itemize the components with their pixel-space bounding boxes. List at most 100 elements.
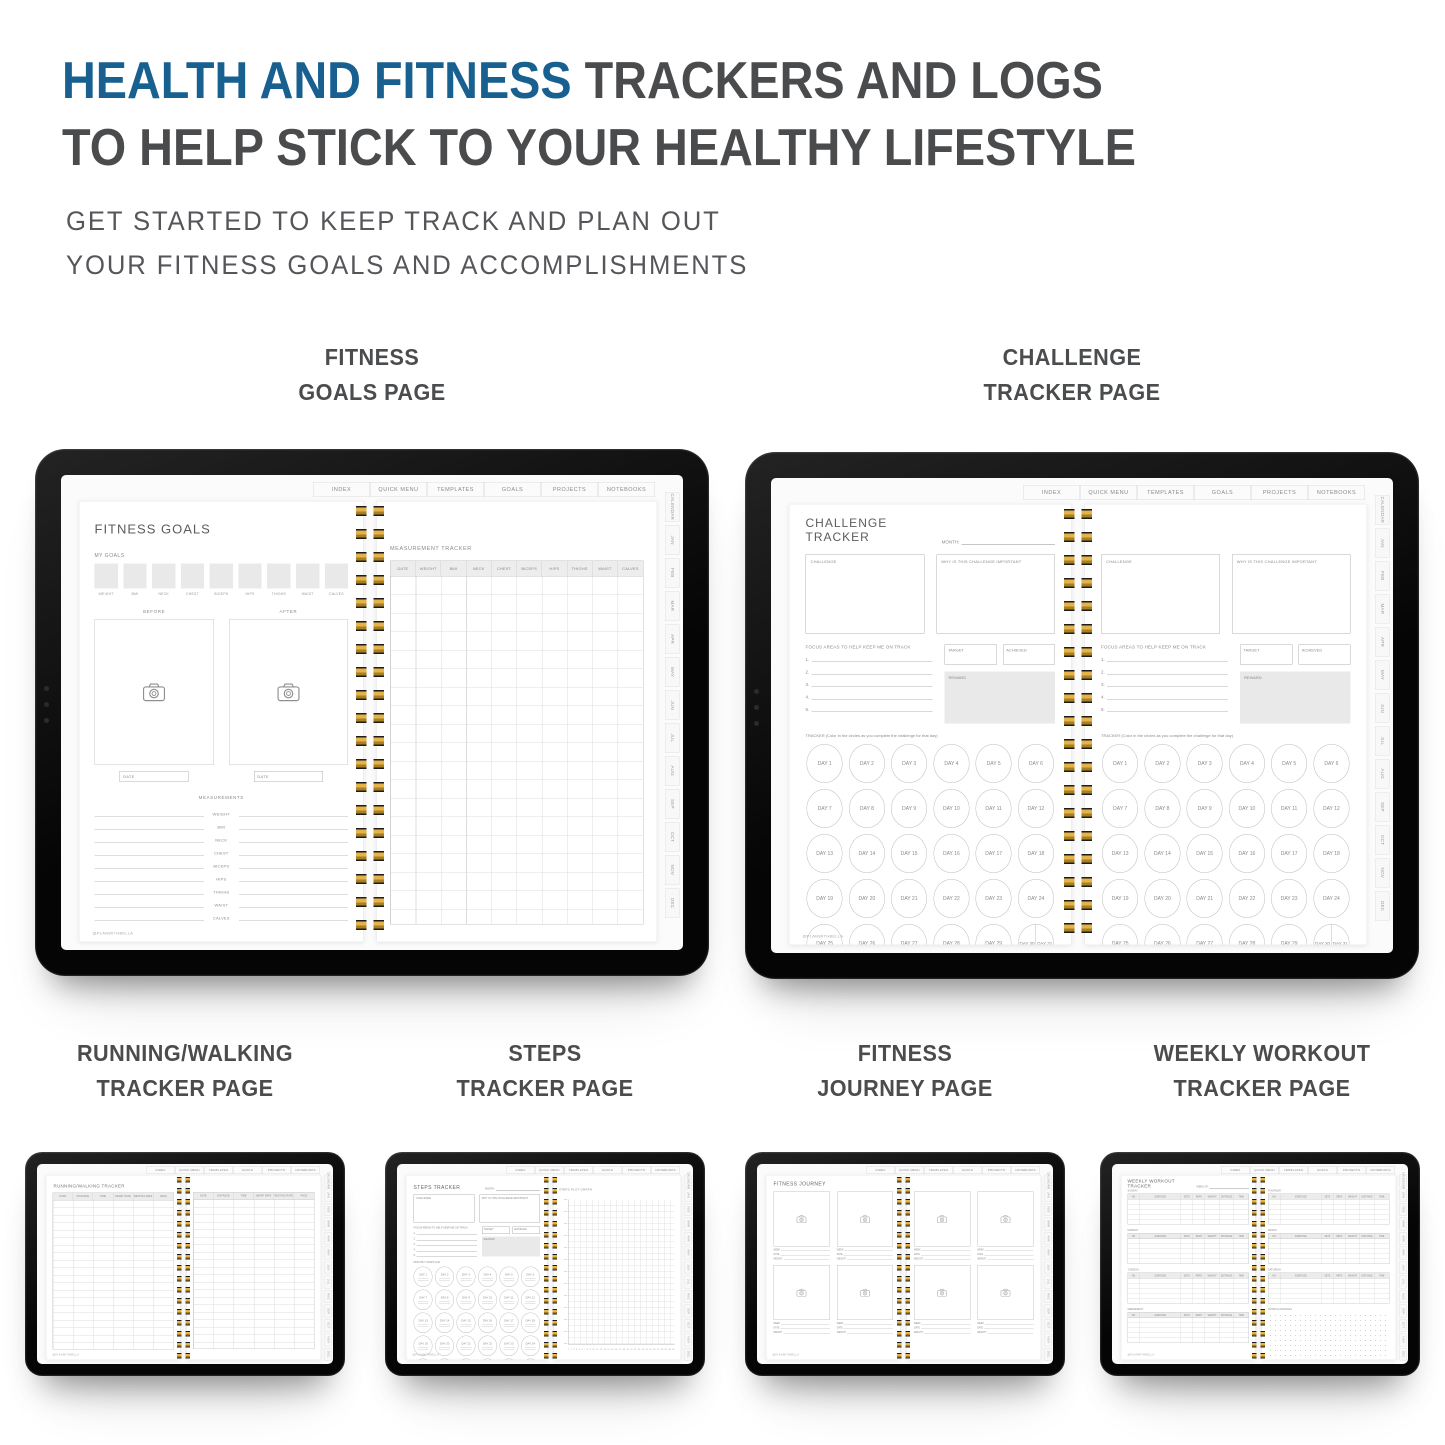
planner-month-tab[interactable]: AUG <box>684 1290 692 1303</box>
planner-month-tab[interactable]: NOV <box>324 1333 332 1347</box>
day-circle[interactable]: DAY 8 <box>848 789 885 828</box>
planner-month-tab[interactable]: MAY <box>1375 660 1390 690</box>
workout-row[interactable] <box>1128 1258 1249 1264</box>
day-circle[interactable]: DAY 27 <box>1186 924 1223 945</box>
journey-photo-cell[interactable]: WEEK DATE WEIGHT <box>914 1191 971 1260</box>
planner-nav-tab[interactable]: INDEX <box>1023 485 1080 500</box>
planner-nav-tab[interactable]: QUICK MENU <box>175 1166 204 1174</box>
planner-nav-tab[interactable]: INDEX <box>866 1166 895 1174</box>
photo-field-line[interactable]: WEIGHT <box>977 1331 1034 1334</box>
reward-field[interactable]: REWARD <box>482 1236 540 1257</box>
goal-box-field[interactable] <box>295 563 320 589</box>
workout-row[interactable] <box>1269 1239 1390 1244</box>
day-circle[interactable]: DAY 17 <box>975 834 1012 873</box>
journey-photo-cell[interactable]: WEEK DATE WEIGHT <box>977 1265 1034 1334</box>
planner-month-tab[interactable]: MAR <box>665 591 680 621</box>
planner-month-tab[interactable]: DEC <box>324 1348 332 1361</box>
month-field[interactable]: MONTH: <box>942 538 1055 545</box>
day-circle[interactable]: DAY 18 <box>1313 834 1350 873</box>
planner-month-tab[interactable]: JUL <box>1399 1275 1407 1289</box>
workout-row[interactable] <box>1128 1293 1249 1298</box>
workout-row[interactable] <box>1128 1209 1249 1214</box>
workout-row[interactable] <box>1128 1199 1249 1204</box>
workout-row[interactable] <box>1128 1204 1249 1209</box>
steps-day-circle[interactable]: DAY 24 <box>520 1335 540 1356</box>
day-circle[interactable]: DAY 22 <box>933 879 970 918</box>
photo-field-line[interactable]: DATE <box>836 1326 893 1329</box>
planner-month-tab[interactable]: OCT <box>324 1319 332 1332</box>
photo-box[interactable] <box>977 1265 1034 1320</box>
goal-box-field[interactable] <box>152 563 176 589</box>
photo-field-line[interactable]: DATE <box>773 1326 830 1329</box>
week-of-field[interactable]: WEEK OF: <box>1197 1185 1249 1189</box>
workout-row[interactable] <box>1128 1298 1249 1303</box>
planner-month-tab[interactable]: APR <box>665 624 680 654</box>
workout-row[interactable] <box>1269 1199 1390 1204</box>
workout-row[interactable] <box>1128 1278 1249 1283</box>
planner-nav-tab[interactable]: INDEX <box>1221 1166 1250 1174</box>
planner-nav-tab[interactable]: GOALS <box>1308 1166 1337 1174</box>
planner-month-tab[interactable]: JUL <box>684 1275 692 1289</box>
focus-line[interactable]: 5. <box>1101 707 1229 712</box>
day-circle[interactable]: DAY 13 <box>806 834 843 873</box>
day-circle[interactable]: DAY 12 <box>1313 789 1350 828</box>
workout-row[interactable] <box>1268 1253 1390 1259</box>
planner-month-tab[interactable]: AUG <box>1399 1290 1407 1303</box>
why-important-field[interactable]: WHY IS THIS CHALLENGE IMPORTANT <box>479 1194 540 1223</box>
workout-row[interactable] <box>1128 1318 1249 1323</box>
planner-month-tab[interactable]: APR <box>1044 1232 1052 1245</box>
day-circle[interactable]: DAY 3 <box>1186 744 1223 783</box>
photo-field-line[interactable]: WEEK <box>977 1248 1034 1251</box>
photo-field-line[interactable]: WEIGHT <box>836 1331 893 1334</box>
target-field[interactable]: TARGET <box>482 1226 510 1234</box>
steps-day-circle[interactable]: DAY 28 <box>477 1358 497 1360</box>
planner-nav-tab[interactable]: TEMPLATES <box>924 1166 953 1174</box>
planner-month-tab[interactable]: DEC <box>1375 891 1390 921</box>
planner-month-tab[interactable]: FEB <box>684 1203 692 1216</box>
planner-nav-tab[interactable]: GOALS <box>593 1166 622 1174</box>
day-circle[interactable]: DAY 26 <box>848 924 885 945</box>
workout-row[interactable] <box>1268 1293 1390 1298</box>
focus-line[interactable]: 1. <box>1101 657 1229 662</box>
goal-box[interactable]: BMI <box>123 563 147 596</box>
steps-day-circle[interactable]: DAY 19 <box>413 1335 433 1356</box>
photo-field-line[interactable]: WEIGHT <box>773 1257 830 1260</box>
steps-day-circle[interactable]: DAY 22 <box>477 1335 497 1356</box>
workout-row[interactable] <box>1268 1298 1390 1303</box>
planner-month-tab[interactable]: AUG <box>1044 1290 1052 1303</box>
goal-box[interactable]: CHEST <box>180 563 205 596</box>
goal-box[interactable]: THIGHS <box>267 563 291 596</box>
goal-box-field[interactable] <box>209 563 233 589</box>
day-circle[interactable]: DAY 2 <box>1144 744 1181 783</box>
planner-nav-tab[interactable]: GOALS <box>233 1166 262 1174</box>
planner-month-tab[interactable]: MAR <box>1044 1217 1052 1231</box>
journey-photo-cell[interactable]: WEEK DATE WEIGHT <box>836 1191 893 1260</box>
day-circle[interactable]: DAY 22 <box>1228 879 1265 918</box>
photo-field-line[interactable]: WEIGHT <box>836 1257 893 1260</box>
planner-nav-tab[interactable]: GOALS <box>953 1166 982 1174</box>
photo-box[interactable] <box>977 1191 1034 1247</box>
workout-row[interactable] <box>1128 1248 1249 1254</box>
steps-day-circle[interactable]: DAY 29 <box>499 1358 519 1360</box>
focus-line[interactable]: 2. <box>1101 669 1229 675</box>
focus-line[interactable]: 5. <box>413 1254 478 1257</box>
planner-month-tab[interactable]: NOV <box>1044 1333 1052 1347</box>
journey-photo-cell[interactable]: WEEK DATE WEIGHT <box>977 1191 1034 1260</box>
photo-field-line[interactable]: WEIGHT <box>773 1331 830 1334</box>
workout-row[interactable] <box>1269 1278 1390 1283</box>
steps-day-circle[interactable]: DAY 7 <box>413 1289 433 1310</box>
notes-dot-grid[interactable] <box>1268 1313 1390 1359</box>
day-circle[interactable]: DAY 6 <box>1313 744 1350 783</box>
planner-nav-tab[interactable]: TEMPLATES <box>1279 1166 1308 1174</box>
planner-nav-tab[interactable]: NOTEBOOKS <box>1366 1166 1395 1174</box>
steps-day-circle[interactable]: DAY 6 <box>520 1266 540 1287</box>
planner-nav-tab[interactable]: TEMPLATES <box>204 1166 233 1174</box>
planner-month-tab[interactable]: JUN <box>324 1261 332 1274</box>
steps-day-circle[interactable]: DAY 3 <box>456 1266 476 1287</box>
steps-day-circle[interactable]: DAY 12 <box>520 1289 540 1310</box>
steps-day-circle[interactable]: DAY 14 <box>435 1312 455 1333</box>
day-circle[interactable]: DAY 9 <box>891 789 928 828</box>
goal-box[interactable]: WAIST <box>295 563 320 596</box>
goal-box-field[interactable] <box>180 563 205 589</box>
steps-day-circle[interactable]: DAY 16 <box>477 1312 497 1333</box>
